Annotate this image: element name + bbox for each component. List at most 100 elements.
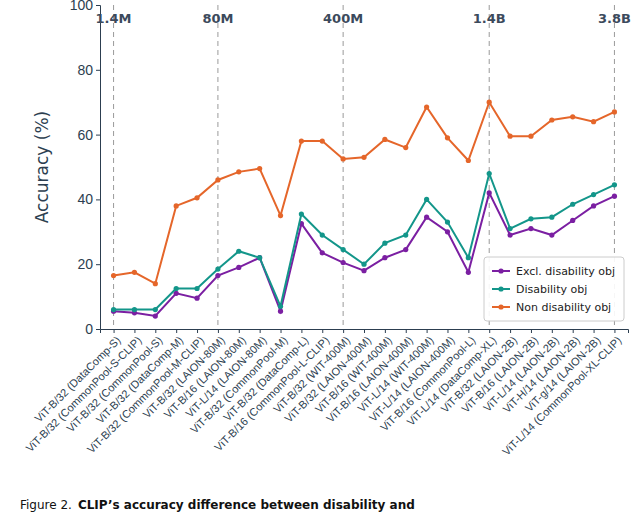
x-axis: ViT-B/32 (DataComp-S)ViT-B/32 (CommonPoo… — [23, 329, 628, 458]
series-point — [549, 215, 554, 220]
series-point — [153, 281, 158, 286]
series-point — [591, 203, 596, 208]
annotation-label: 1.4B — [473, 11, 506, 26]
x-tick-mark — [218, 329, 219, 333]
series-point — [194, 195, 199, 200]
y-axis-line — [96, 6, 101, 330]
x-tick-mark — [301, 329, 302, 333]
series-point — [215, 266, 220, 271]
series-point — [487, 190, 492, 195]
legend-marker — [498, 268, 503, 273]
y-tick-label: 0 — [85, 321, 93, 337]
series-point — [424, 197, 429, 202]
x-tick-mark — [281, 329, 282, 333]
legend-marker — [498, 304, 503, 309]
series-point — [361, 262, 366, 267]
series-point — [153, 307, 158, 312]
legend-label: Non disability obj — [516, 301, 611, 314]
x-tick-mark — [573, 329, 574, 333]
y-tick-label: 100 — [70, 0, 94, 13]
series-line — [114, 102, 615, 283]
x-tick: ViT-L/14 (CommonPool-XL-CLIP) — [500, 329, 624, 458]
plot-area — [111, 100, 617, 319]
x-tick: ViT-L/14 (DataComp-XL) — [404, 329, 498, 428]
x-tick-mark — [114, 329, 115, 333]
series-point — [403, 232, 408, 237]
series-point — [257, 166, 262, 171]
series-point — [341, 247, 346, 252]
series-point — [174, 203, 179, 208]
legend-label: Excl. disability obj — [516, 265, 615, 278]
x-tick-mark — [364, 329, 365, 333]
series-point — [528, 226, 533, 231]
series-point — [445, 229, 450, 234]
series-point — [361, 155, 366, 160]
series-point — [591, 192, 596, 197]
y-tick: 80 — [77, 62, 100, 78]
x-tick-mark — [510, 329, 511, 333]
series-line — [114, 173, 615, 309]
annotation-line — [343, 5, 344, 329]
series-point — [466, 270, 471, 275]
x-tick-mark — [447, 329, 448, 333]
series-point — [257, 255, 262, 260]
series-point — [299, 211, 304, 216]
annotation-line — [113, 5, 114, 329]
x-tick-mark — [531, 329, 532, 333]
annotation-label: 80M — [202, 11, 233, 26]
y-tick-label: 40 — [77, 191, 93, 207]
series-point — [549, 117, 554, 122]
series-point — [507, 134, 512, 139]
series-point — [507, 232, 512, 237]
series-point — [153, 313, 158, 318]
x-tick-mark — [322, 329, 323, 333]
series-point — [341, 156, 346, 161]
series-point — [236, 249, 241, 254]
legend: Excl. disability obj Disability obj Non di… — [484, 257, 624, 321]
y-tick-label: 60 — [77, 127, 93, 143]
series-point — [487, 100, 492, 105]
legend-label: Disability obj — [516, 283, 587, 296]
x-tick-mark — [552, 329, 553, 333]
x-tick-mark — [385, 329, 386, 333]
y-tick: 0 — [85, 321, 100, 337]
y-tick-mark — [96, 70, 100, 71]
y-tick-label: 20 — [77, 256, 93, 272]
y-tick-label: 80 — [77, 62, 93, 78]
caption-text: CLIP’s accuracy difference between disab… — [78, 498, 415, 512]
series-point — [132, 307, 137, 312]
series-point — [361, 268, 366, 273]
series-point — [320, 138, 325, 143]
x-tick-mark — [134, 329, 135, 333]
y-tick-mark — [96, 264, 100, 265]
legend-marker — [498, 286, 503, 291]
series-point — [570, 218, 575, 223]
series-point — [549, 232, 554, 237]
series-point — [424, 104, 429, 109]
y-axis: 0 20 40 60 80 100 — [70, 0, 101, 337]
series-point — [132, 270, 137, 275]
series-point — [445, 219, 450, 224]
series-point — [507, 226, 512, 231]
x-tick-mark — [427, 329, 428, 333]
y-tick-mark — [96, 329, 100, 330]
series-point — [299, 138, 304, 143]
y-tick-mark — [96, 199, 100, 200]
series-point — [320, 250, 325, 255]
series-point — [382, 255, 387, 260]
caption: Figure 2.CLIP’s accuracy difference betw… — [20, 498, 415, 512]
series-point — [194, 286, 199, 291]
y-tick-mark — [96, 135, 100, 136]
y-axis-title: Accuracy (%) — [32, 111, 52, 223]
annotation-label: 400M — [323, 11, 363, 26]
series-point — [591, 119, 596, 124]
series-point — [382, 137, 387, 142]
x-tick-mark — [594, 329, 595, 333]
x-tick-mark — [197, 329, 198, 333]
series-point — [570, 114, 575, 119]
series-point — [466, 255, 471, 260]
series-point — [466, 158, 471, 163]
series-point — [528, 216, 533, 221]
series-point — [194, 296, 199, 301]
x-tick-mark — [260, 329, 261, 333]
